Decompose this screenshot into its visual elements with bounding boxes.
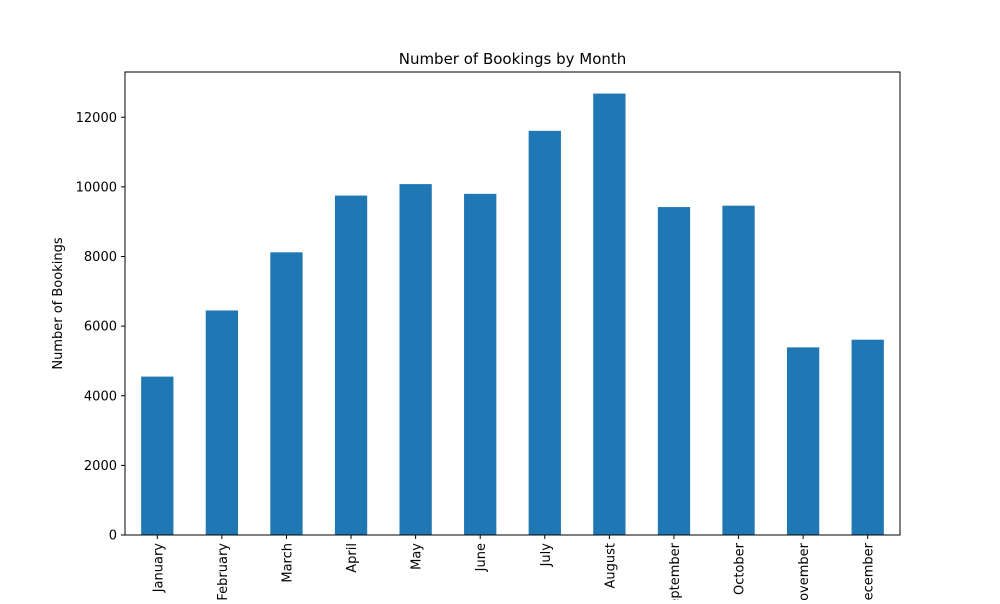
- bar-february: [205, 310, 239, 535]
- y-tick-label: 12000: [76, 111, 117, 126]
- x-tick-label: November: [797, 542, 812, 600]
- bar-april: [334, 195, 368, 535]
- bar-august: [593, 93, 626, 535]
- y-ticks-group: 0 2000 4000 6000 8000 10000 12000: [76, 111, 125, 544]
- x-tick-label: October: [733, 542, 748, 595]
- x-tick-label: March: [280, 543, 295, 583]
- bar-march: [270, 252, 303, 536]
- bar-november: [786, 347, 820, 535]
- y-tick-label: 8000: [84, 250, 117, 265]
- x-tick-label: June: [474, 543, 489, 572]
- bar-july: [528, 130, 561, 535]
- plot-area-frame: [124, 71, 901, 536]
- bar-december: [851, 339, 884, 535]
- x-tick-label: July: [539, 543, 554, 568]
- x-tick-label: April: [345, 543, 360, 573]
- x-tick-label: May: [410, 543, 425, 570]
- y-tick-label: 4000: [84, 389, 117, 404]
- bar-october: [722, 205, 755, 535]
- x-ticks-group: January February March April May June July Augu…: [151, 535, 877, 604]
- y-tick-label: 2000: [84, 459, 117, 474]
- x-tick-label: September: [668, 542, 683, 600]
- y-tick-label: 0: [109, 529, 117, 544]
- x-tick-label: February: [216, 543, 231, 600]
- y-tick-label: 6000: [84, 320, 117, 335]
- bars-group: [141, 93, 884, 536]
- x-tick-label: January: [151, 543, 166, 594]
- y-axis-label: Number of Bookings: [51, 237, 66, 369]
- bar-january: [141, 376, 174, 535]
- y-tick-label: 10000: [76, 180, 117, 195]
- x-tick-label: December: [862, 542, 877, 600]
- x-tick-label: August: [603, 543, 618, 589]
- bar-may: [399, 184, 432, 536]
- bar-september: [657, 207, 691, 535]
- bar-june: [464, 193, 497, 535]
- chart-title: Number of Bookings by Month: [399, 50, 627, 68]
